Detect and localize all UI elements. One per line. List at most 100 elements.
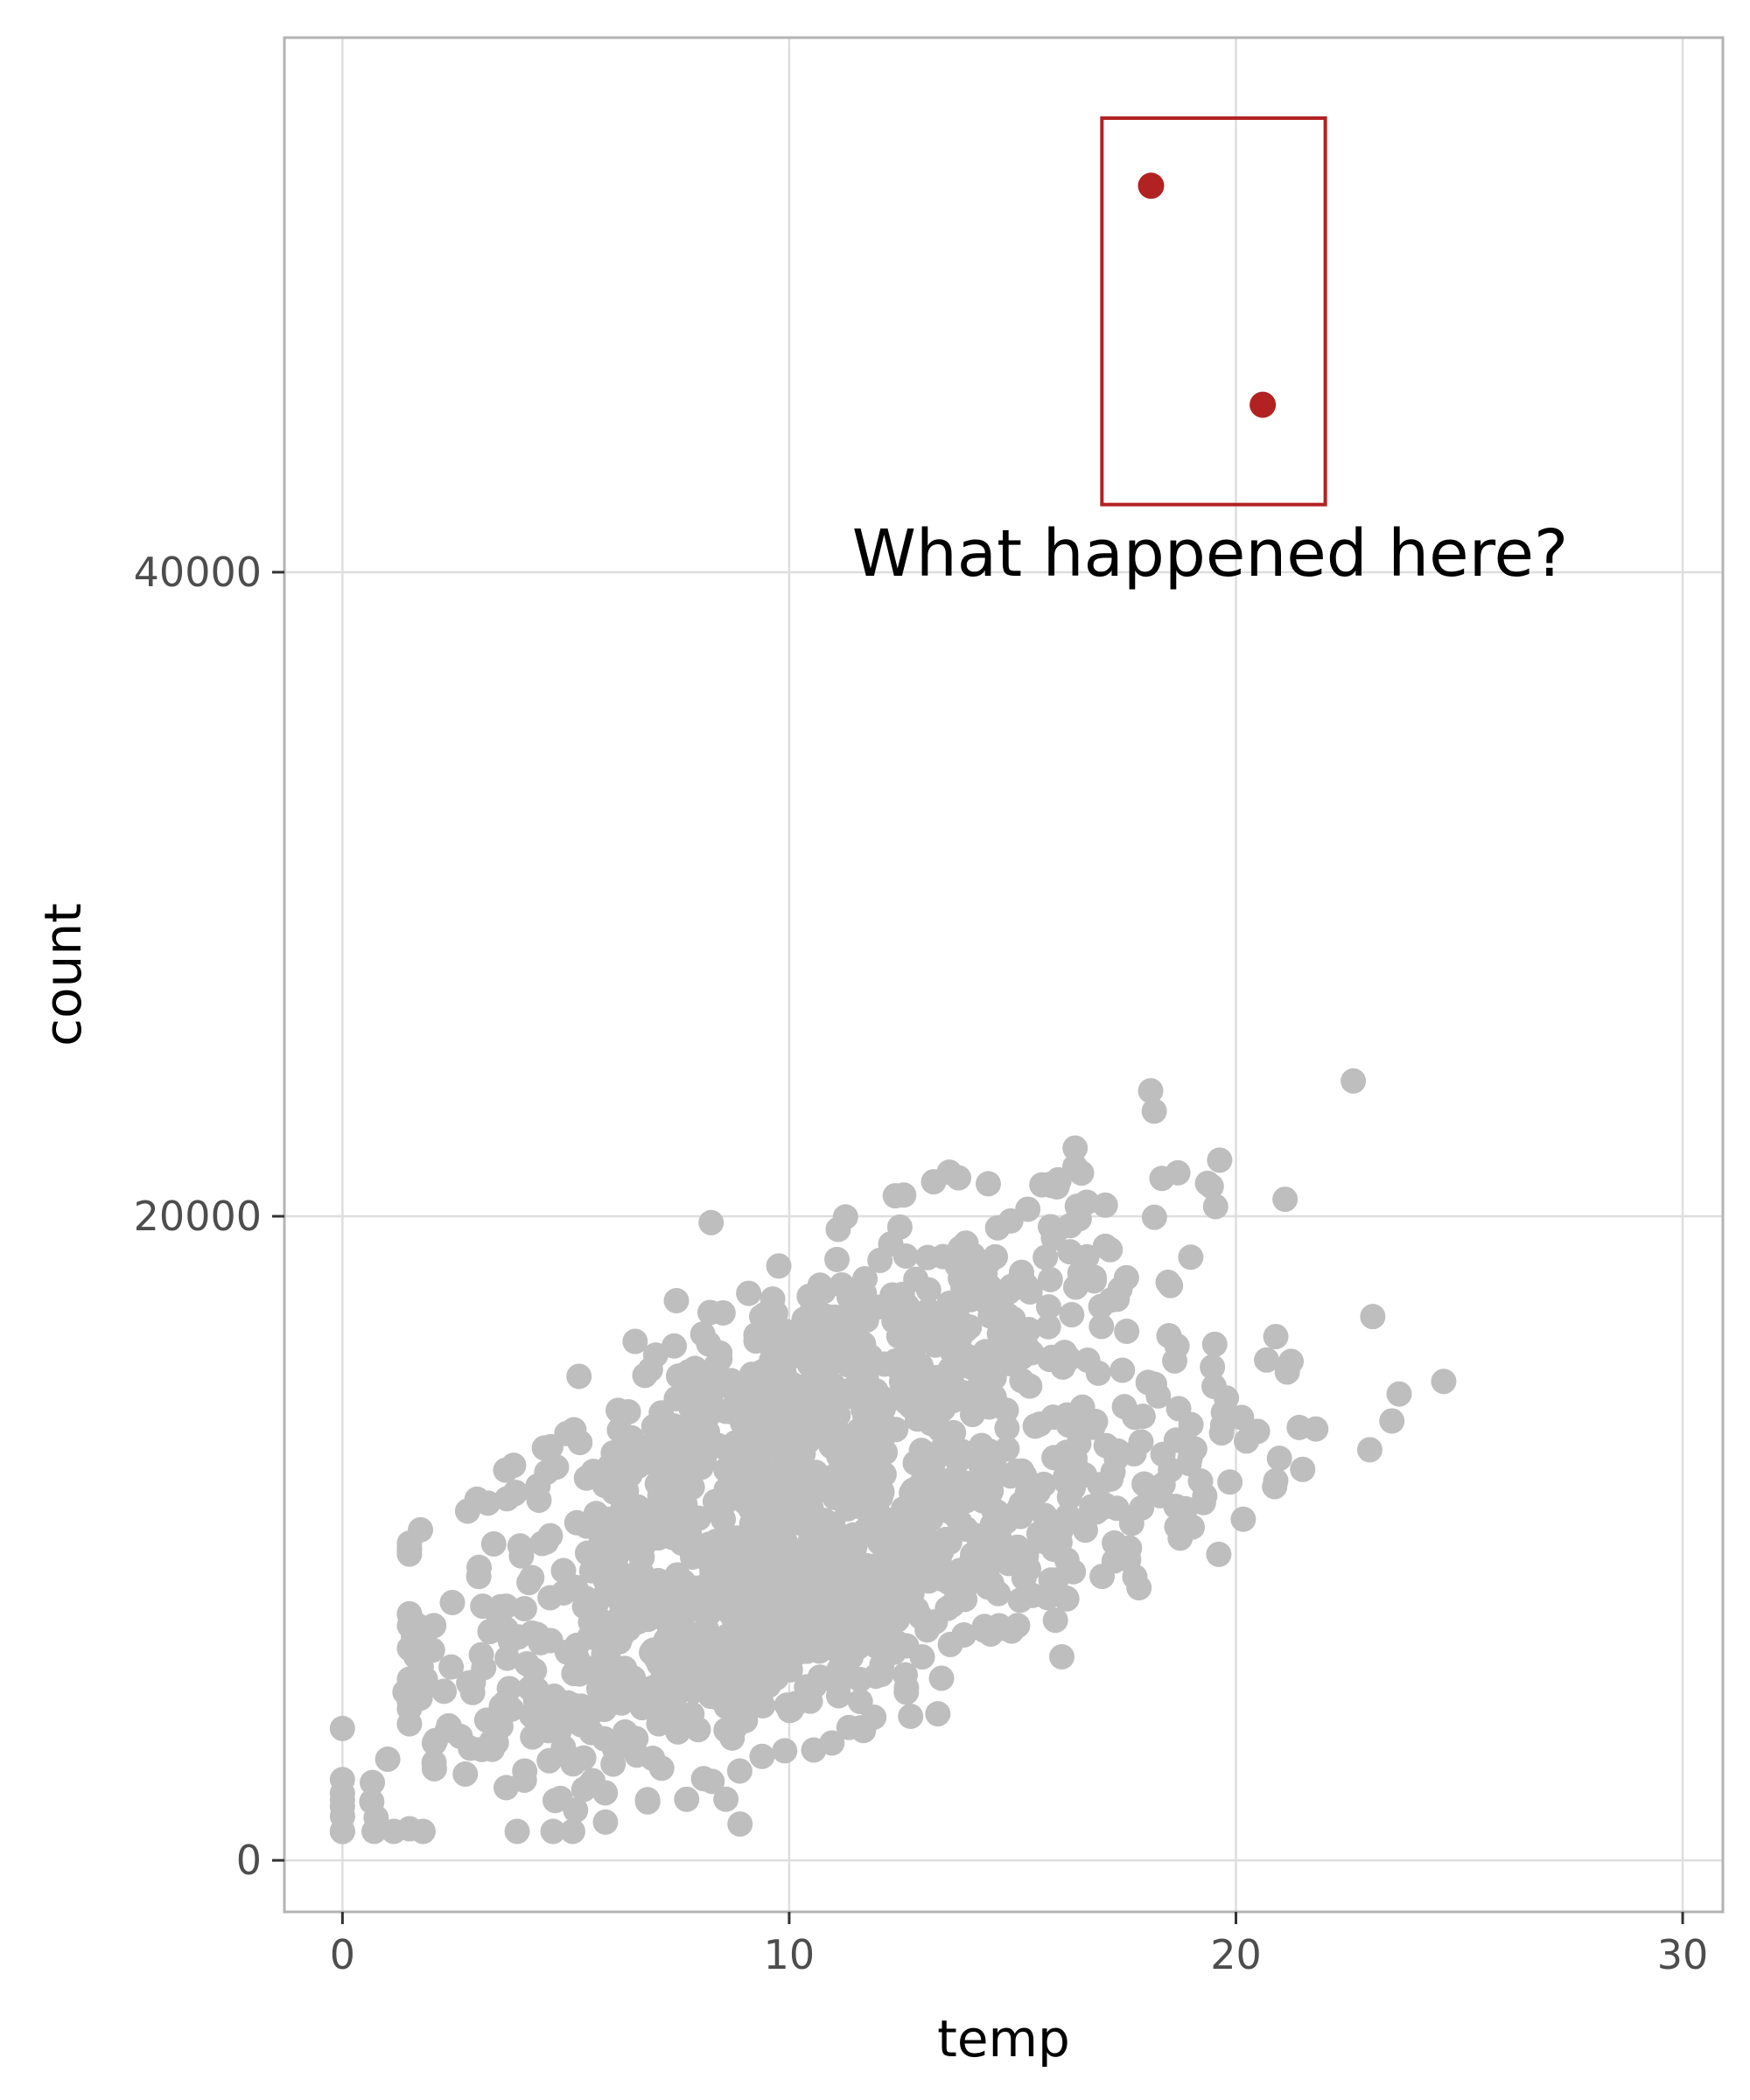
data-point xyxy=(480,1531,507,1558)
data-point xyxy=(624,1742,650,1768)
data-point xyxy=(1198,1173,1224,1200)
data-point xyxy=(656,1460,682,1486)
data-point xyxy=(1274,1359,1300,1385)
data-point xyxy=(900,1545,926,1572)
data-point xyxy=(592,1809,619,1835)
data-point xyxy=(835,1495,861,1522)
data-point xyxy=(1340,1068,1367,1094)
data-point xyxy=(729,1549,755,1575)
data-point xyxy=(431,1678,458,1704)
data-point xyxy=(914,1617,941,1643)
data-point xyxy=(592,1726,618,1752)
data-point xyxy=(817,1341,844,1368)
data-point xyxy=(560,1692,586,1718)
data-point xyxy=(1097,1236,1124,1263)
data-point xyxy=(537,1522,564,1549)
data-point xyxy=(1138,1078,1164,1104)
data-point xyxy=(975,1171,1001,1197)
data-point xyxy=(1062,1135,1088,1161)
data-point xyxy=(618,1668,644,1694)
data-point xyxy=(928,1665,955,1691)
data-point xyxy=(773,1530,799,1556)
data-point xyxy=(774,1620,800,1647)
data-point xyxy=(942,1319,968,1345)
data-point xyxy=(1122,1564,1148,1590)
data-point xyxy=(937,1631,963,1657)
data-point xyxy=(537,1628,564,1654)
data-point xyxy=(1158,1272,1184,1298)
data-point xyxy=(554,1420,580,1446)
data-point xyxy=(679,1474,705,1501)
data-point xyxy=(487,1713,514,1740)
data-point xyxy=(969,1281,995,1307)
data-point xyxy=(812,1582,838,1608)
data-point xyxy=(807,1638,833,1664)
data-point xyxy=(1244,1418,1270,1445)
data-point xyxy=(768,1391,794,1418)
data-point xyxy=(329,1787,355,1813)
data-point xyxy=(994,1436,1020,1462)
data-point xyxy=(727,1811,753,1838)
data-point xyxy=(662,1488,688,1515)
data-point xyxy=(793,1311,819,1337)
data-point xyxy=(1206,1541,1232,1567)
data-point xyxy=(1262,1474,1288,1500)
data-point xyxy=(493,1593,519,1620)
data-point xyxy=(907,1353,934,1379)
data-point xyxy=(1062,1446,1088,1472)
data-point xyxy=(407,1685,433,1712)
data-point xyxy=(396,1711,423,1737)
data-point xyxy=(360,1769,386,1796)
data-point xyxy=(1035,1506,1061,1532)
data-point xyxy=(1141,1204,1167,1230)
data-point xyxy=(396,1601,423,1628)
data-point xyxy=(547,1785,573,1811)
data-point xyxy=(537,1585,564,1611)
highlighted-point xyxy=(1138,172,1165,200)
data-point xyxy=(396,1536,423,1562)
data-point xyxy=(494,1645,521,1671)
data-point xyxy=(1081,1264,1107,1291)
data-point xyxy=(1054,1470,1081,1496)
data-point xyxy=(540,1818,566,1844)
data-point xyxy=(943,1503,970,1530)
data-point xyxy=(1202,1194,1228,1220)
data-point xyxy=(520,1724,546,1750)
x-tick-label: 30 xyxy=(1657,1931,1709,1978)
data-point xyxy=(713,1786,739,1812)
data-point xyxy=(850,1379,876,1405)
data-point xyxy=(994,1415,1020,1441)
data-point xyxy=(850,1331,877,1357)
data-point xyxy=(1164,1514,1190,1540)
data-point xyxy=(646,1651,672,1677)
y-tick-label: 20000 xyxy=(134,1193,262,1240)
data-point xyxy=(1114,1318,1140,1344)
data-point xyxy=(987,1282,1013,1308)
data-point xyxy=(651,1594,677,1620)
data-point xyxy=(722,1697,748,1723)
data-point xyxy=(1272,1186,1298,1213)
data-point xyxy=(615,1432,641,1459)
x-tick-label: 20 xyxy=(1210,1931,1262,1978)
data-point xyxy=(1037,1266,1063,1292)
data-point xyxy=(1110,1357,1136,1383)
data-point xyxy=(1178,1244,1204,1270)
data-point xyxy=(1083,1499,1110,1525)
data-point xyxy=(570,1745,597,1771)
data-point xyxy=(329,1715,355,1741)
data-point xyxy=(853,1307,879,1334)
data-point xyxy=(810,1476,836,1502)
data-point xyxy=(728,1654,754,1680)
data-point xyxy=(960,1242,986,1268)
data-point xyxy=(624,1585,650,1611)
data-point xyxy=(525,1473,551,1499)
data-point xyxy=(1059,1302,1085,1328)
data-point xyxy=(844,1550,870,1576)
highlighted-point xyxy=(1250,391,1277,418)
data-point xyxy=(1088,1313,1115,1340)
data-point xyxy=(1044,1173,1070,1200)
data-point xyxy=(475,1490,501,1516)
data-point xyxy=(543,1716,570,1742)
data-point xyxy=(600,1751,626,1777)
data-point xyxy=(517,1676,543,1702)
